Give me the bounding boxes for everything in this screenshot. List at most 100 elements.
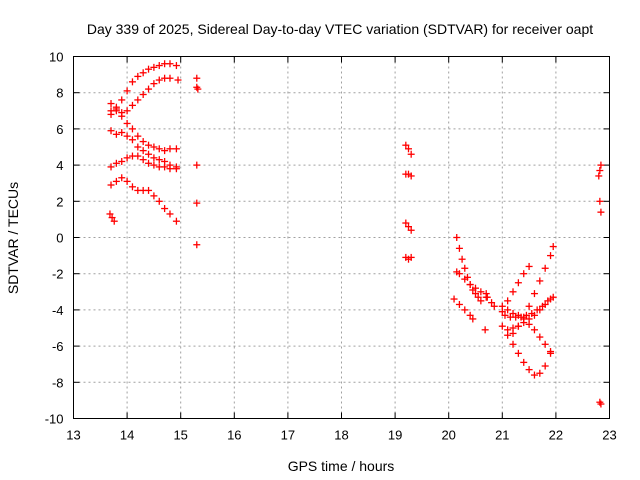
data-point [118,96,126,104]
data-point [123,119,131,127]
data-point [166,210,174,218]
data-point [472,284,479,292]
data-point [405,223,412,231]
data-point [509,288,517,296]
data-point [150,192,158,200]
data-point [477,288,485,296]
data-point [112,177,120,185]
series-arc-d [107,127,180,171]
x-tick-label: 14 [120,428,134,443]
data-point [498,308,506,316]
data-point [402,141,410,149]
y-tick-label: 4 [56,158,63,173]
data-point [514,322,522,330]
data-point [139,69,147,77]
x-tick-label: 18 [334,428,348,443]
y-tick-label: 0 [56,231,63,246]
data-point [145,141,153,149]
data-point [128,101,136,109]
data-point [123,107,131,115]
data-point [596,167,604,175]
data-point [514,279,522,287]
data-point [469,315,477,323]
data-point [128,136,136,144]
x-tick-label: 15 [173,428,187,443]
data-point [407,150,415,158]
data-point [525,262,533,270]
data-point [145,150,153,158]
x-tick-label: 20 [441,428,455,443]
series-arc-k [498,302,555,356]
data-point [596,197,604,205]
data-point [193,241,201,249]
data-point [547,349,555,357]
data-point [482,290,490,298]
data-point [461,275,469,283]
data-point [193,74,201,82]
data-point [461,306,469,314]
data-point [498,322,506,330]
series-epoch-22.8 [595,161,605,408]
x-tick-label: 16 [227,428,241,443]
y-tick-label: 6 [56,122,63,137]
data-point [172,217,180,225]
data-point [134,72,142,80]
x-axis-title: GPS time / hours [288,458,395,474]
data-point [161,163,169,171]
x-tick-label: 13 [66,428,80,443]
data-point [453,234,461,241]
data-point [450,295,458,303]
data-point [520,358,528,366]
data-point [166,165,174,173]
data-point [172,62,180,70]
data-point [155,197,163,205]
data-point [536,369,544,377]
data-point [483,293,491,301]
data-point [112,130,120,138]
y-tick-label: 8 [56,86,63,101]
data-point [155,156,163,164]
data-point [536,333,544,341]
data-point [145,186,153,194]
series-epoch-19.3 [402,141,415,263]
data-point [597,208,605,216]
data-point [455,244,463,252]
data-point [477,297,485,305]
data-point [145,65,153,73]
data-point [536,306,544,314]
data-point [134,143,142,151]
data-point [134,132,142,140]
data-point [549,243,557,251]
data-point [172,145,180,153]
data-point [530,371,538,379]
data-point [541,340,549,348]
data-point [520,270,528,278]
data-point [123,177,131,185]
data-point [520,313,528,321]
data-point [407,253,415,261]
data-point [595,172,603,180]
x-tick-label: 21 [495,428,509,443]
data-point [193,199,201,207]
data-point [107,163,115,171]
series-point-20.7 [481,290,491,334]
data-point [536,277,544,285]
data-point [525,302,533,310]
x-tick-labels: 13 14 15 16 17 18 19 20 21 22 23 [66,428,616,443]
data-point [166,145,174,153]
data-point [118,129,126,137]
data-point [118,157,126,165]
data-point [123,154,131,162]
data-point [509,310,517,318]
data-point [490,302,498,310]
data-point [106,210,114,218]
data-point [161,147,169,155]
data-point [530,290,538,298]
data-point [174,76,182,84]
data-point [481,326,489,334]
data-point [123,87,131,95]
data-point [150,161,158,169]
data-point [488,299,496,307]
data-point [597,161,605,169]
data-point [530,311,538,319]
